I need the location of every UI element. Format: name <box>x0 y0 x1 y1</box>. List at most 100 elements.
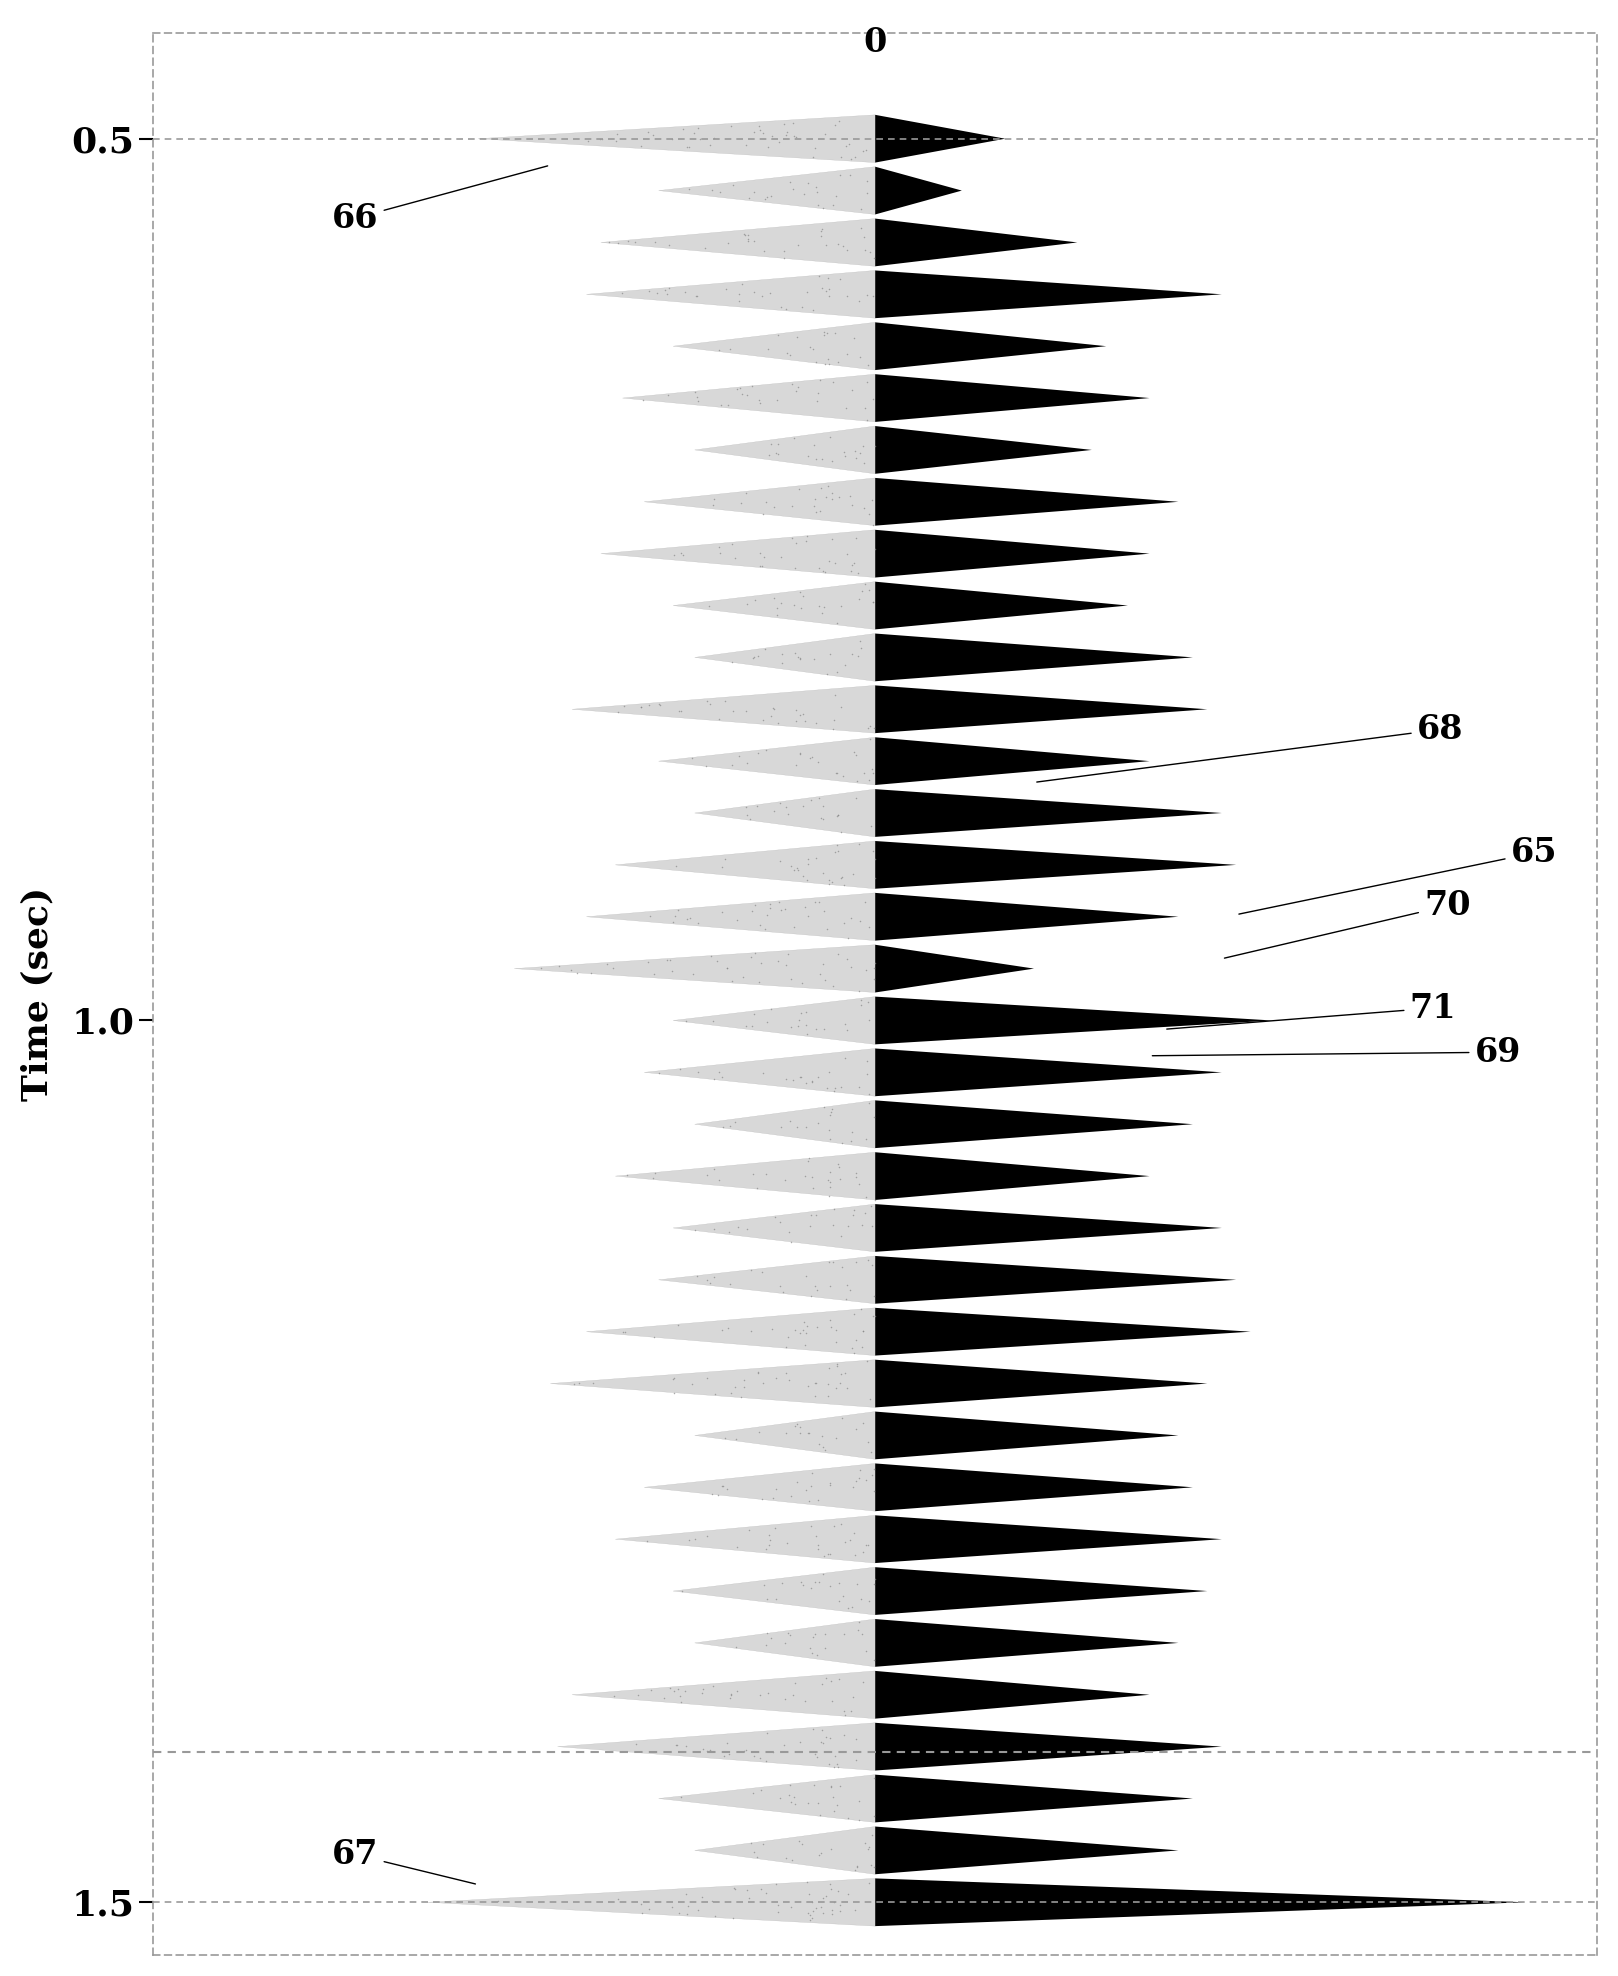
Point <box>790 581 815 613</box>
Point <box>817 1271 843 1302</box>
Point <box>791 1160 817 1192</box>
Point <box>820 190 846 221</box>
Point <box>759 1314 785 1346</box>
Point <box>827 1152 853 1184</box>
Point <box>781 1788 807 1820</box>
Point <box>815 1164 841 1195</box>
Point <box>803 1367 828 1399</box>
Point <box>680 741 705 773</box>
Point <box>709 852 735 883</box>
Point <box>853 1197 879 1229</box>
Point <box>733 696 759 727</box>
Point <box>712 686 738 717</box>
Point <box>843 782 869 814</box>
Point <box>828 692 854 723</box>
Point <box>718 111 744 142</box>
Point <box>858 1190 883 1221</box>
Polygon shape <box>673 1567 875 1614</box>
Point <box>547 950 573 982</box>
Point <box>803 887 828 919</box>
Point <box>817 1537 843 1569</box>
Point <box>751 498 777 530</box>
Point <box>665 895 691 927</box>
Point <box>663 850 689 881</box>
Point <box>759 429 785 460</box>
Point <box>841 142 867 174</box>
Polygon shape <box>875 1152 1149 1199</box>
Point <box>680 1369 705 1401</box>
Point <box>628 692 654 723</box>
Point <box>773 119 799 150</box>
Point <box>822 680 848 711</box>
Point <box>819 478 845 510</box>
Point <box>705 1055 731 1087</box>
Polygon shape <box>515 945 875 992</box>
Point <box>798 784 824 816</box>
Point <box>812 275 838 306</box>
Point <box>801 1381 827 1413</box>
Point <box>804 1312 830 1344</box>
Point <box>744 1356 770 1387</box>
Point <box>786 1826 812 1857</box>
Point <box>735 223 760 255</box>
Point <box>783 528 809 559</box>
Point <box>718 749 744 781</box>
Point <box>848 437 874 468</box>
Point <box>843 522 869 553</box>
Point <box>788 737 814 769</box>
Point <box>751 1367 777 1399</box>
Point <box>566 1367 592 1399</box>
Point <box>701 1670 726 1701</box>
Point <box>807 364 833 395</box>
Point <box>854 350 880 381</box>
Point <box>751 541 777 573</box>
Point <box>790 860 815 891</box>
Point <box>799 1160 825 1192</box>
Point <box>832 1008 858 1039</box>
Point <box>815 263 841 294</box>
Point <box>824 656 849 688</box>
Point <box>739 895 765 927</box>
Point <box>801 1769 827 1800</box>
Point <box>861 587 887 618</box>
Point <box>851 1828 877 1859</box>
Point <box>775 1322 801 1354</box>
Point <box>804 385 830 417</box>
Point <box>634 117 660 148</box>
Point <box>733 798 759 830</box>
Point <box>817 1569 843 1601</box>
Text: 71: 71 <box>1167 992 1456 1029</box>
Point <box>733 478 759 510</box>
Point <box>762 1363 788 1395</box>
Point <box>749 117 775 148</box>
Point <box>840 1116 866 1148</box>
Point <box>712 844 738 875</box>
Point <box>720 168 746 200</box>
Point <box>849 429 875 460</box>
Point <box>694 1265 720 1296</box>
Point <box>848 1583 874 1614</box>
Point <box>673 1731 699 1763</box>
Point <box>726 279 752 310</box>
Point <box>815 545 841 577</box>
Polygon shape <box>673 581 875 630</box>
Point <box>765 318 791 350</box>
Point <box>714 1472 739 1504</box>
Point <box>756 1520 781 1551</box>
Point <box>815 1180 841 1211</box>
Point <box>657 945 683 976</box>
Point <box>815 1381 841 1413</box>
Point <box>718 1680 744 1711</box>
Point <box>862 844 888 875</box>
Point <box>756 439 781 470</box>
Point <box>798 1899 824 1931</box>
Point <box>840 1682 866 1713</box>
Point <box>811 895 837 927</box>
Point <box>861 1763 887 1794</box>
Point <box>757 1622 783 1654</box>
Point <box>856 911 882 943</box>
Point <box>825 1585 851 1616</box>
Point <box>827 480 853 512</box>
Point <box>744 640 770 672</box>
Point <box>781 1411 807 1442</box>
